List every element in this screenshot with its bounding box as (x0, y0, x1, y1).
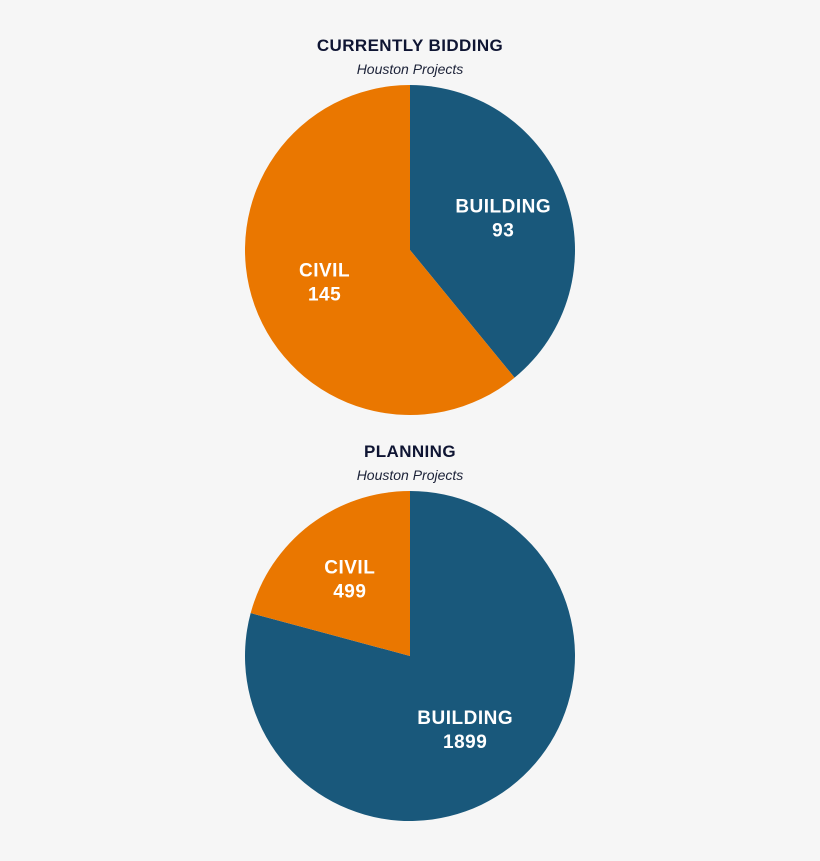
slice-value-civil: 145 (308, 285, 341, 306)
pie-slice-building (410, 85, 576, 378)
pie-slice-civil (250, 491, 410, 656)
slice-label-civil: CIVIL (324, 557, 375, 578)
slice-label-building: BUILDING (417, 708, 513, 729)
pie-slice-civil (244, 85, 515, 415)
chart-2-subtitle: Houston Projects (356, 467, 464, 483)
slice-label-building: BUILDING (455, 197, 551, 218)
chart-1-title: CURRENTLY BIDDING (316, 36, 504, 55)
slice-label-civil: CIVIL (299, 261, 350, 282)
slice-value-building: 1899 (443, 732, 487, 753)
slice-value-building: 93 (492, 221, 514, 242)
slice-value-civil: 499 (333, 581, 366, 602)
chart-1-subtitle: Houston Projects (356, 61, 464, 77)
chart-2-title: PLANNING (364, 442, 456, 461)
